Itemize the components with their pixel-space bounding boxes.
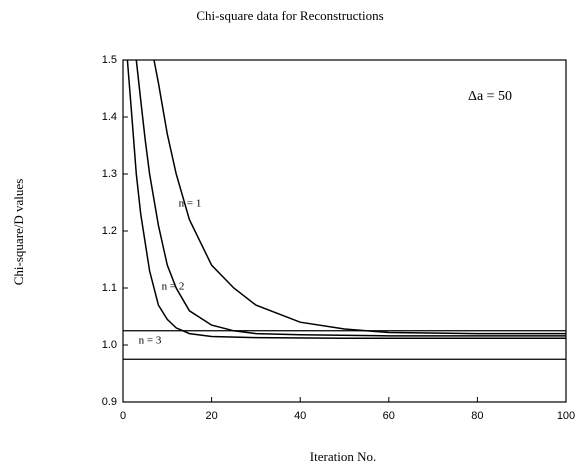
annotation: n = 3 xyxy=(139,335,162,347)
y-tick-label: 1.2 xyxy=(102,225,117,237)
y-tick-label: 1.0 xyxy=(102,339,117,351)
y-axis-label: Chi-square/D values xyxy=(11,179,26,286)
y-tick-label: 1.1 xyxy=(102,282,117,294)
y-tick-label: 1.5 xyxy=(102,54,117,66)
x-tick-label: 80 xyxy=(471,410,483,422)
x-tick-label: 0 xyxy=(120,410,126,422)
annotation: n = 1 xyxy=(179,198,202,210)
x-tick-label: 40 xyxy=(294,410,306,422)
series-line xyxy=(126,59,566,339)
plot-frame xyxy=(122,59,567,403)
x-tick-label: 20 xyxy=(205,410,217,422)
x-tick-label: 60 xyxy=(383,410,395,422)
x-tick-label: 100 xyxy=(557,410,575,422)
x-axis-label: Iteration No. xyxy=(310,449,376,464)
y-tick-label: 1.4 xyxy=(102,111,117,123)
y-tick-label: 0.9 xyxy=(102,396,117,408)
annotation: Δa = 50 xyxy=(468,89,512,104)
y-tick-label: 1.3 xyxy=(102,168,117,180)
annotation: n = 2 xyxy=(162,281,185,293)
chart-title: Chi-square data for Reconstructions xyxy=(196,8,383,23)
series-line xyxy=(135,59,566,337)
series-line xyxy=(153,59,566,335)
